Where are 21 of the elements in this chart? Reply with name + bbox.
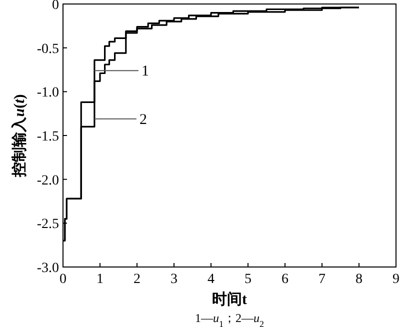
text: 1—u$_{1}$；2—u$_{2}$: [195, 311, 264, 327]
x-tick-label: 1: [96, 272, 104, 287]
y-tick-label: -2.0: [36, 173, 59, 188]
x-tick-label: 2: [134, 272, 140, 287]
annotation: 1: [141, 64, 149, 80]
y-tick-label: -2.5: [36, 217, 59, 232]
x-tick-label: 4: [208, 272, 214, 287]
x-tick-label: 9: [392, 272, 400, 287]
x-tick-label: 8: [356, 272, 362, 287]
y-tick-label: 0: [52, 0, 59, 13]
x-tick-label: 5: [244, 272, 252, 287]
y-tick-label: -1.0: [36, 86, 59, 101]
y-tick-label: -3.0: [36, 261, 59, 276]
x-axis-title: 时间t: [212, 291, 247, 308]
x-tick-label: 6: [282, 272, 288, 287]
x-tick-label: 7: [318, 272, 326, 287]
y-tick-label: -1.5: [36, 130, 59, 144]
x-tick-label: 3: [170, 272, 178, 287]
y-axis-title: 控制输入u(t): [11, 94, 28, 178]
y-tick-label: -0.5: [36, 42, 59, 57]
annotation: 2: [139, 112, 147, 128]
